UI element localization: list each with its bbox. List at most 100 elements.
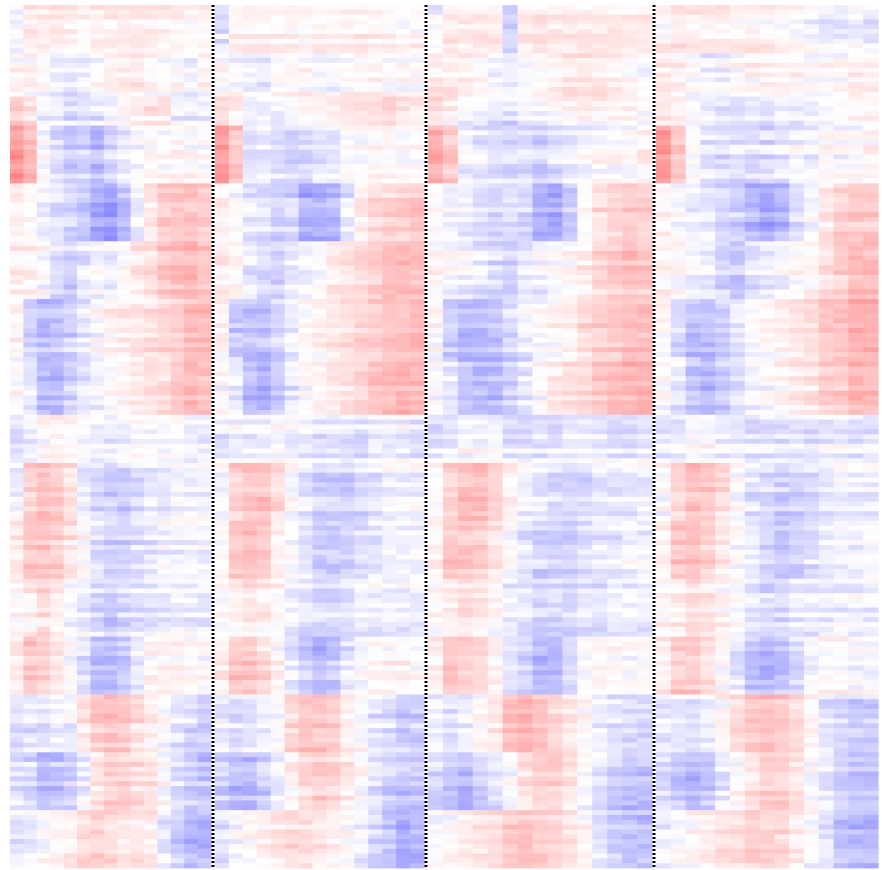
heatmap-cell bbox=[354, 578, 369, 584]
heatmap-cell bbox=[50, 728, 65, 734]
heatmap-cell bbox=[36, 593, 51, 599]
heatmap-cell bbox=[410, 718, 425, 724]
heatmap-cell bbox=[242, 723, 258, 729]
heatmap-cell bbox=[10, 675, 24, 681]
heatmap-cell bbox=[117, 535, 132, 541]
heatmap-cell bbox=[340, 424, 355, 430]
heatmap-cell bbox=[170, 101, 185, 107]
heatmap-cell bbox=[36, 274, 51, 281]
heatmap-cell bbox=[184, 641, 199, 647]
heatmap-cell bbox=[117, 593, 132, 599]
heatmap-cell bbox=[228, 48, 244, 54]
heatmap-cell bbox=[144, 385, 158, 392]
heatmap-cell bbox=[242, 260, 258, 266]
heatmap-cell bbox=[312, 352, 328, 358]
heatmap-cell bbox=[170, 400, 185, 406]
heatmap-cell bbox=[410, 154, 425, 160]
heatmap-cell bbox=[354, 598, 369, 604]
heatmap-cell bbox=[157, 265, 172, 271]
heatmap-cell bbox=[312, 626, 328, 633]
heatmap-cell bbox=[144, 356, 158, 363]
heatmap-cell bbox=[396, 496, 411, 502]
heatmap-cell bbox=[63, 588, 78, 594]
heatmap-cell bbox=[284, 516, 300, 522]
heatmap-cell bbox=[284, 689, 300, 695]
heatmap-cell bbox=[242, 250, 258, 257]
heatmap-cell bbox=[36, 159, 51, 165]
heatmap-cell bbox=[270, 352, 286, 358]
heatmap-cell bbox=[36, 544, 51, 551]
heatmap-cell bbox=[354, 221, 369, 228]
heatmap-cell bbox=[90, 535, 105, 541]
heatmap-cell bbox=[396, 371, 411, 377]
heatmap-cell bbox=[354, 409, 369, 416]
heatmap-cell bbox=[312, 636, 328, 642]
heatmap-cell bbox=[340, 149, 355, 155]
heatmap-cell bbox=[10, 593, 24, 599]
heatmap-cell bbox=[10, 193, 24, 199]
heatmap-cell bbox=[170, 733, 185, 739]
heatmap-cell bbox=[157, 520, 172, 527]
heatmap-cell bbox=[326, 699, 341, 705]
heatmap-cell bbox=[215, 607, 230, 613]
heatmap-cell bbox=[256, 622, 272, 628]
heatmap-cell bbox=[144, 516, 158, 522]
heatmap-cell bbox=[63, 482, 78, 488]
heatmap-cell bbox=[354, 390, 369, 396]
heatmap-cell bbox=[77, 106, 91, 112]
heatmap-cell bbox=[242, 337, 258, 343]
heatmap-cell bbox=[130, 670, 145, 676]
heatmap-cell bbox=[10, 405, 24, 411]
heatmap-cell bbox=[396, 284, 411, 290]
heatmap-cell bbox=[184, 487, 199, 493]
heatmap-cell bbox=[130, 395, 145, 401]
heatmap-cell bbox=[170, 598, 185, 604]
heatmap-cell bbox=[23, 193, 38, 199]
heatmap-cell bbox=[215, 231, 230, 237]
heatmap-cell bbox=[298, 443, 314, 449]
heatmap-cell bbox=[36, 212, 51, 218]
heatmap-cell bbox=[215, 655, 230, 662]
heatmap-cell bbox=[117, 858, 132, 864]
heatmap-cell bbox=[23, 400, 38, 406]
heatmap-cell bbox=[77, 742, 91, 748]
heatmap-cell bbox=[340, 130, 355, 136]
heatmap-cell bbox=[256, 135, 272, 141]
heatmap-cell bbox=[340, 366, 355, 372]
heatmap-cell bbox=[228, 496, 244, 502]
heatmap-cell bbox=[340, 491, 355, 498]
heatmap-cell bbox=[130, 776, 145, 782]
heatmap-cell bbox=[184, 289, 199, 295]
heatmap-cell bbox=[90, 284, 105, 290]
heatmap-cell bbox=[256, 231, 272, 237]
heatmap-cell bbox=[354, 197, 369, 204]
heatmap-cell bbox=[90, 728, 105, 734]
heatmap-cell bbox=[10, 578, 24, 584]
heatmap-cell bbox=[410, 419, 425, 425]
heatmap-cell bbox=[50, 559, 65, 565]
heatmap-cell bbox=[270, 467, 286, 474]
heatmap-cell bbox=[23, 284, 38, 290]
heatmap-cell bbox=[77, 569, 91, 575]
heatmap-cell bbox=[215, 626, 230, 633]
heatmap-cell bbox=[184, 651, 199, 657]
heatmap-cell bbox=[36, 747, 51, 753]
heatmap-cell bbox=[197, 641, 212, 647]
heatmap-cell bbox=[228, 149, 244, 155]
heatmap-cell bbox=[197, 193, 212, 199]
heatmap-cell bbox=[312, 381, 328, 387]
heatmap-cell bbox=[284, 274, 300, 281]
heatmap-cell bbox=[157, 814, 172, 821]
heatmap-cell bbox=[117, 824, 132, 830]
heatmap-cell bbox=[170, 694, 185, 700]
heatmap-cell bbox=[36, 819, 51, 826]
heatmap-cell bbox=[77, 342, 91, 348]
heatmap-cell bbox=[184, 472, 199, 478]
heatmap-cell bbox=[10, 453, 24, 459]
heatmap-cell bbox=[326, 270, 341, 276]
heatmap-cell bbox=[77, 853, 91, 859]
heatmap-cell bbox=[103, 733, 118, 739]
heatmap-cell bbox=[312, 9, 328, 16]
heatmap-cell bbox=[368, 289, 383, 295]
heatmap-cell bbox=[410, 9, 425, 16]
